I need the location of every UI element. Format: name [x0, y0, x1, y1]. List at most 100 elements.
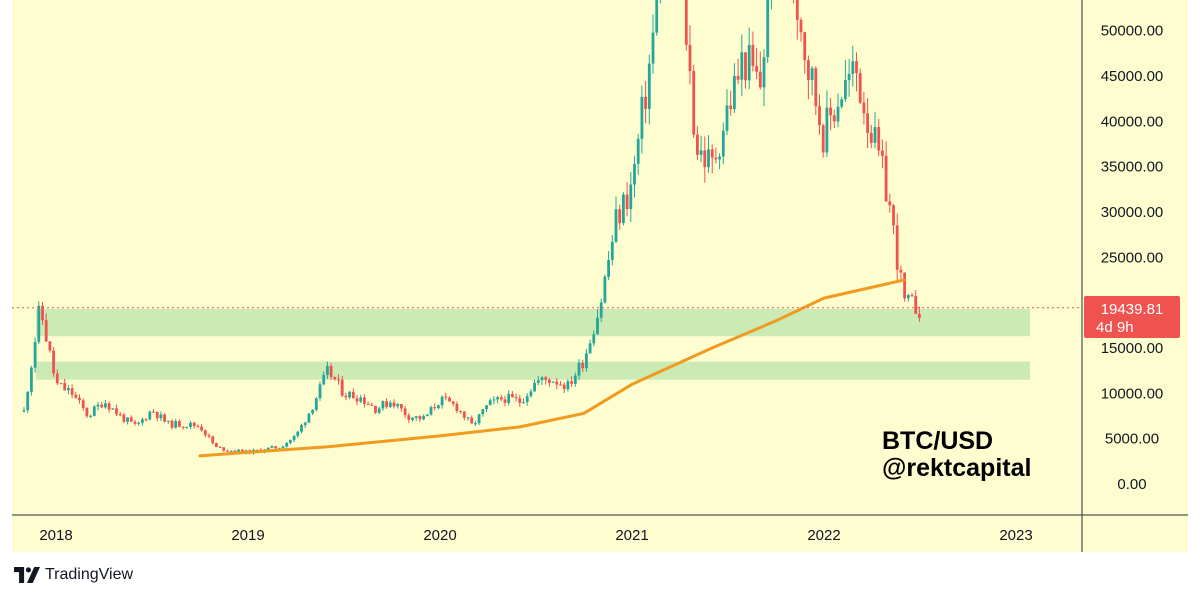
- candle: [374, 405, 377, 414]
- candle: [544, 376, 548, 385]
- candle: [610, 235, 614, 266]
- candle: [529, 389, 533, 398]
- candle: [281, 445, 285, 449]
- price-tick-label: 35000.00: [1101, 159, 1164, 176]
- price-tick-label: 0.00: [1117, 476, 1146, 493]
- candle: [596, 309, 599, 335]
- candle: [163, 413, 166, 423]
- candle: [855, 52, 858, 92]
- price-tick-label: 15000.00: [1101, 340, 1164, 357]
- candle: [588, 339, 592, 354]
- candle: [836, 93, 840, 128]
- candle: [892, 203, 895, 235]
- candle: [718, 153, 721, 170]
- candle: [577, 359, 581, 380]
- candle: [629, 171, 633, 223]
- candle: [289, 439, 292, 445]
- candle: [536, 376, 540, 386]
- candle: [70, 384, 74, 399]
- candle: [189, 420, 192, 430]
- time-axis-labels: 2018 2019 2020 2021 2022 2023: [39, 527, 1032, 544]
- price-tick-label: 30000.00: [1101, 204, 1164, 221]
- candle: [211, 435, 215, 445]
- candle: [296, 430, 300, 438]
- candle: [499, 394, 503, 402]
- candle: [566, 379, 570, 392]
- candle: [381, 400, 385, 411]
- candle: [640, 85, 644, 154]
- candle: [207, 433, 211, 439]
- price-axis-background: [1082, 0, 1188, 515]
- candle: [200, 424, 203, 432]
- candle: [366, 401, 370, 405]
- candle: [525, 393, 529, 406]
- plot-background: [12, 0, 1082, 515]
- candle: [148, 410, 152, 421]
- candle: [540, 376, 544, 386]
- candle: [359, 394, 363, 403]
- candle: [770, 0, 772, 10]
- candle: [326, 361, 329, 379]
- candle: [851, 45, 855, 87]
- candle: [485, 404, 488, 413]
- candle: [318, 381, 322, 401]
- candle: [873, 111, 877, 149]
- candle: [129, 415, 133, 422]
- candle: [840, 96, 844, 109]
- candle: [30, 365, 33, 396]
- last-price-countdown: 4d 9h: [1096, 319, 1134, 336]
- candle: [429, 405, 433, 416]
- time-tick-label: 2022: [807, 527, 840, 544]
- candle: [52, 346, 55, 377]
- candle: [877, 118, 881, 157]
- candle: [400, 403, 403, 412]
- price-tick-label: 40000.00: [1101, 113, 1164, 130]
- candle: [651, 14, 655, 74]
- tradingview-brand[interactable]: TradingView: [14, 566, 133, 584]
- candle: [548, 377, 551, 387]
- candle: [714, 147, 718, 164]
- candle: [684, 0, 688, 51]
- candle: [492, 396, 496, 405]
- candle: [733, 63, 736, 113]
- candle: [829, 97, 832, 131]
- time-tick-label: 2023: [999, 527, 1032, 544]
- candle: [414, 416, 418, 422]
- candle: [633, 155, 636, 198]
- candle: [655, 0, 659, 36]
- candle: [692, 64, 696, 138]
- candle: [699, 136, 703, 163]
- candle: [758, 51, 762, 90]
- candle: [573, 372, 577, 387]
- candle: [351, 388, 355, 399]
- candle: [736, 58, 740, 85]
- candle: [470, 415, 474, 424]
- candle: [22, 406, 26, 413]
- candle: [63, 378, 67, 391]
- candle: [185, 426, 189, 429]
- last-price-value: 19439.81: [1101, 301, 1164, 318]
- candle: [78, 394, 81, 404]
- candle: [192, 421, 196, 429]
- price-tick-label: 5000.00: [1105, 431, 1159, 448]
- candle: [906, 293, 910, 302]
- candle: [59, 382, 63, 385]
- candle: [503, 395, 507, 407]
- candle: [507, 390, 511, 406]
- candle: [196, 424, 200, 428]
- candle: [844, 59, 847, 102]
- candle: [585, 349, 588, 372]
- candle: [92, 404, 96, 417]
- candle: [707, 135, 710, 173]
- time-tick-label: 2021: [615, 527, 648, 544]
- candle: [392, 399, 396, 409]
- candle: [81, 398, 85, 411]
- candle: [888, 193, 892, 213]
- annotation-symbol: BTC/USD: [882, 427, 993, 455]
- candle: [914, 289, 918, 314]
- candle: [377, 406, 381, 415]
- candle: [740, 34, 744, 97]
- candle: [533, 379, 536, 392]
- candle: [100, 401, 104, 409]
